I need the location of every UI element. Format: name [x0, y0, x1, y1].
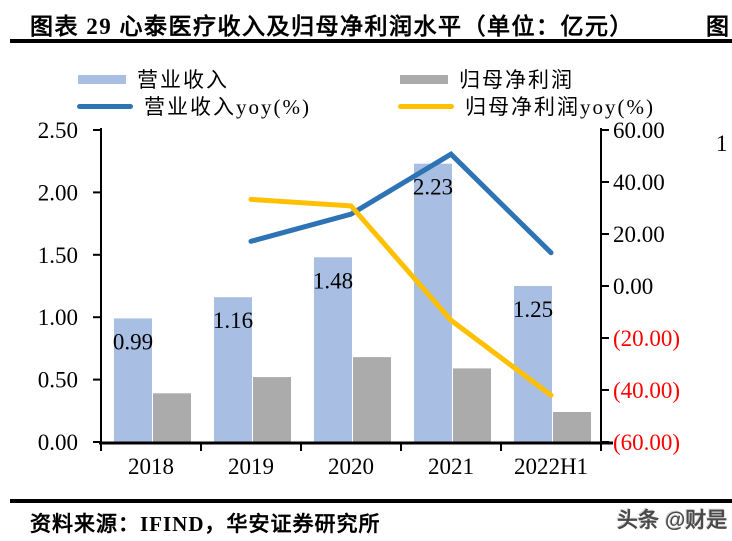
bar-net-profit-2021 — [453, 368, 491, 442]
right-axis-tick-label-5: (40.00) — [613, 378, 680, 403]
bar-net-profit-2019 — [253, 377, 291, 442]
x-axis-label-2019: 2019 — [228, 454, 274, 479]
revenue-bar-swatch-icon — [78, 74, 126, 84]
right-axis-tick-label-4: (20.00) — [613, 326, 680, 351]
bar-revenue-2020 — [314, 257, 352, 442]
adjacent-figure-title-fragment: 图 — [706, 14, 729, 39]
bar-value-label-2020: 1.48 — [313, 268, 353, 293]
x-axis-label-2020: 2020 — [328, 454, 374, 479]
right-axis-tick-label-3: 0.00 — [613, 274, 653, 299]
left-axis-tick-label-0.00: 0.00 — [38, 430, 78, 455]
left-axis-tick-label-1.00: 1.00 — [38, 305, 78, 330]
bar-net-profit-2020 — [353, 357, 391, 442]
bar-value-label-2021: 2.23 — [413, 175, 453, 200]
legend-label: 归母净利润 — [459, 68, 574, 92]
bar-revenue-2018 — [114, 318, 152, 442]
revenue-yoy-line-swatch-icon — [77, 103, 133, 109]
x-axis-label-2018: 2018 — [128, 454, 174, 479]
watermark-text: 头条 @财是 — [617, 509, 728, 532]
bar-revenue-2022H1 — [514, 286, 552, 442]
left-axis-tick-label-1.50: 1.50 — [38, 243, 78, 268]
legend-item-revenue: 营业收入 — [78, 66, 229, 92]
legend-item-net-profit-yoy: 归母净利润yoy(%) — [398, 93, 655, 119]
right-axis-tick-label-2: 20.00 — [613, 222, 665, 247]
right-axis-tick-label-0: 60.00 — [613, 118, 665, 143]
line-revenue-yoy — [248, 151, 554, 256]
left-axis-tick-label-2.00: 2.00 — [38, 180, 78, 205]
net-profit-yoy-line-swatch-icon — [398, 103, 454, 109]
legend-item-net-profit: 归母净利润 — [400, 66, 574, 92]
bar-revenue-2019 — [214, 297, 252, 442]
right-axis-tick-label-1: 40.00 — [613, 170, 665, 195]
left-axis-tick-label-0.50: 0.50 — [38, 368, 78, 393]
legend-item-revenue-yoy: 营业收入yoy(%) — [77, 93, 311, 119]
x-axis-label-2021: 2021 — [428, 454, 474, 479]
adjacent-column-digit-fragment: 1 — [716, 131, 728, 156]
bar-value-label-2019: 1.16 — [213, 308, 253, 333]
left-axis-tick-label-2.50: 2.50 — [38, 118, 78, 143]
legend-label: 营业收入 — [137, 68, 229, 92]
right-axis-tick-label-6: (60.00) — [613, 430, 680, 455]
line-net-profit-yoy — [248, 196, 554, 398]
bar-value-label-2018: 0.99 — [113, 329, 153, 354]
x-axis-label-2022H1: 2022H1 — [514, 454, 588, 479]
footer-divider-rule — [10, 499, 732, 503]
legend-label: 营业收入yoy(%) — [144, 95, 311, 119]
net-profit-bar-swatch-icon — [400, 74, 448, 84]
legend-label: 归母净利润yoy(%) — [465, 95, 655, 119]
source-note: 资料来源：IFIND，华安证券研究所 — [30, 512, 381, 536]
figure-title: 图表 29 心泰医疗收入及归母净利润水平（单位：亿元） — [30, 14, 634, 39]
bar-net-profit-2022H1 — [553, 412, 591, 442]
title-divider-rule — [10, 39, 732, 43]
bar-value-label-2022H1: 1.25 — [513, 297, 553, 322]
bar-net-profit-2018 — [153, 393, 191, 442]
